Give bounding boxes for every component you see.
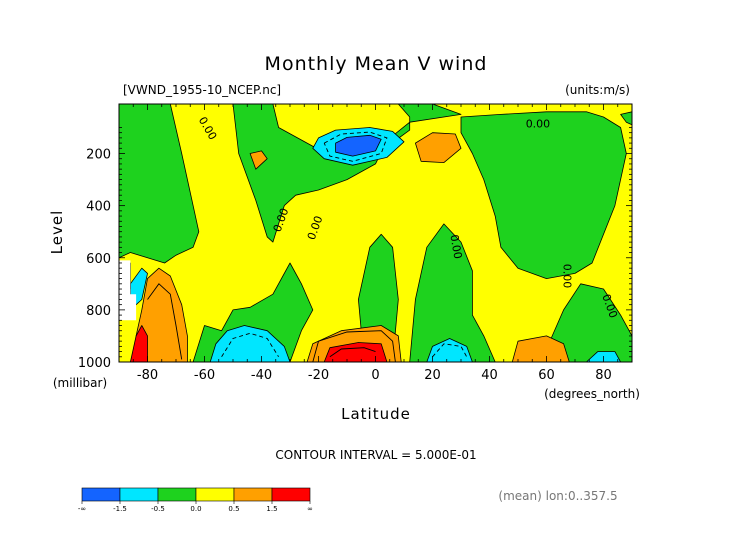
region-positive_weak-20	[249, 150, 268, 170]
colorbar-tick-label: -∞	[78, 505, 86, 513]
x-tick-label: -40	[251, 368, 272, 383]
x-tick-label: -80	[137, 368, 158, 383]
colorbar-swatch	[119, 487, 159, 502]
x-tick-label: 0	[371, 368, 379, 383]
contour-label-5: 0.00	[561, 264, 574, 289]
region-negative_weak-5	[409, 223, 496, 363]
contour-line-solid-3	[312, 330, 396, 363]
footer-lon-range: (mean) lon:0..357.5	[498, 489, 617, 503]
y-tick-label: 1000	[78, 356, 111, 371]
x-tick-label: 20	[424, 368, 441, 383]
x-tick-labels: -80 -60 -40 -20 0 20 40 60 80	[137, 368, 612, 383]
contour-lines	[147, 131, 468, 363]
x-tick-label: 40	[481, 368, 498, 383]
y-axis-title: Level	[48, 210, 66, 255]
y-axis-units: (millibar)	[53, 376, 107, 390]
contour-line-solid-5	[147, 283, 183, 360]
region-positive_weak-15	[135, 267, 188, 363]
colorbar-tick-label: ∞	[307, 505, 313, 513]
plot-area: 0.000.00 0.000.000.000.000.00	[118, 103, 633, 363]
contour-interval: CONTOUR INTERVAL = 5.000E-01	[275, 448, 476, 462]
chart-title: Monthly Mean V wind	[265, 53, 488, 75]
file-label: [VWND_1955-10_NCEP.nc]	[123, 83, 281, 97]
y-tick-label: 600	[86, 252, 111, 267]
x-axis-title: Latitude	[341, 405, 411, 423]
contour-line-solid-4	[329, 347, 376, 358]
region-positive_strong-16	[129, 325, 148, 363]
contour-line-dashed-0	[323, 131, 388, 162]
units-label: (units:m/s)	[565, 83, 630, 97]
x-tick-label: 80	[595, 368, 612, 383]
colorbar-swatch	[81, 487, 121, 502]
colorbar-swatch	[271, 487, 311, 502]
y-tick-label: 800	[86, 304, 111, 319]
colorbar-swatch	[157, 487, 197, 502]
region-negative_weak-0	[118, 103, 200, 264]
plot-frame	[118, 103, 633, 363]
region-positive_weak-19	[414, 132, 462, 164]
y-tick-labels: 200 400 600 800 1000	[78, 148, 111, 371]
y-tick-label: 400	[86, 200, 111, 215]
x-axis-units: (degrees_north)	[544, 387, 640, 401]
colorbar-tick-label: -1.5	[113, 505, 127, 513]
region-negative_weak-2	[460, 111, 627, 280]
x-tick-label: 60	[538, 368, 555, 383]
colorbar-tick-label: -0.5	[151, 505, 165, 513]
colorbar-tick-labels: -∞ -1.5 -0.5 0.0 0.5 1.5 ∞	[78, 501, 313, 513]
region-negative_strong-10	[209, 325, 291, 363]
region-negative_max-9	[335, 134, 382, 157]
x-tick-label: -60	[194, 368, 215, 383]
colorbar-swatch	[233, 487, 273, 502]
contour-label-4: 0.00	[526, 117, 551, 130]
contour-line-dashed-1	[221, 332, 279, 358]
colorbar-tick-label: 1.5	[266, 505, 277, 513]
contour-label-3: 0.00	[447, 234, 464, 260]
colorbar	[81, 487, 311, 502]
colorbar-tick-label: 0.0	[190, 505, 201, 513]
x-tick-label: -20	[308, 368, 329, 383]
contour-regions	[118, 103, 633, 363]
y-tick-label: 200	[86, 148, 111, 163]
colorbar-swatch	[195, 487, 235, 502]
colorbar-tick-label: 0.5	[228, 505, 239, 513]
region-missing-22	[119, 260, 137, 321]
contour-line-dashed-2	[432, 343, 468, 358]
